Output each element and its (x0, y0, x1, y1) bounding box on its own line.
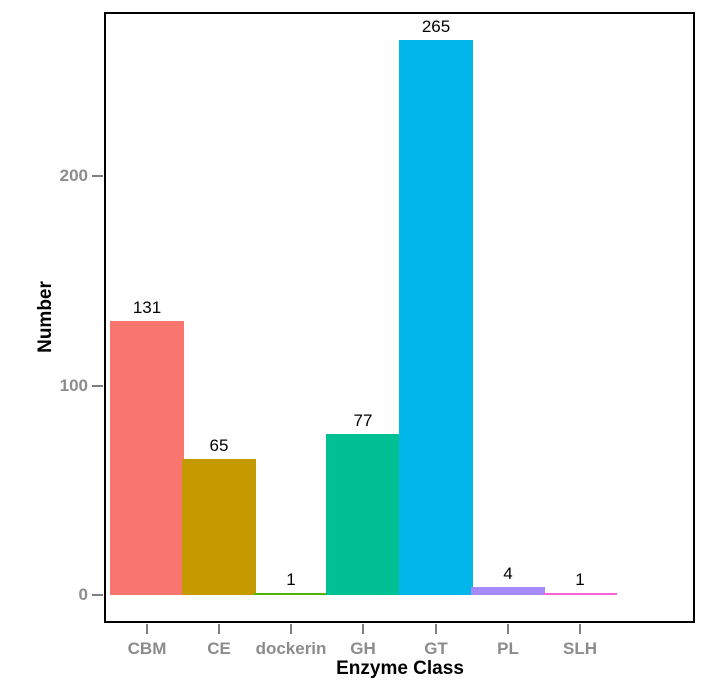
y-tick-label: 100 (59, 375, 88, 395)
x-axis-tick (362, 624, 364, 634)
x-tick-label: GH (350, 639, 376, 658)
y-tick-label: 200 (59, 166, 88, 186)
x-tick-label: dockerin (255, 639, 327, 658)
y-axis-tick (92, 175, 103, 178)
x-tick-label: CE (207, 639, 231, 658)
x-tick-label: SLH (563, 639, 597, 658)
y-tick-label: 0 (78, 585, 88, 604)
bar-value-label: 1 (575, 570, 585, 589)
x-axis-tick (146, 624, 148, 634)
x-axis-tick (435, 624, 437, 634)
x-tick-label: CBM (127, 639, 167, 658)
bar-cbm (110, 321, 184, 595)
y-axis-tick (92, 384, 103, 387)
bar-value-label: 1 (286, 570, 296, 589)
bar-value-label: 77 (353, 411, 373, 430)
bar-value-label: 65 (209, 436, 229, 455)
bar-ce (182, 459, 256, 595)
bar-slh (543, 593, 617, 595)
x-tick-label: PL (497, 639, 519, 658)
x-tick-label: GT (424, 639, 448, 658)
y-axis-title: Number (35, 281, 56, 353)
bar-value-label: 265 (421, 17, 451, 36)
bar-value-label: 4 (503, 564, 513, 583)
x-axis-tick (290, 624, 292, 634)
bar-value-label: 131 (132, 298, 162, 317)
x-axis-title: Enzyme Class (336, 658, 464, 679)
bar-pl (471, 587, 545, 595)
bar-dockerin (254, 593, 328, 595)
y-axis-tick (92, 594, 103, 596)
bar-gt (399, 40, 473, 595)
x-axis-tick (507, 624, 509, 634)
bar-gh (326, 434, 400, 595)
x-axis-tick (579, 624, 581, 634)
x-axis-tick (218, 624, 220, 634)
